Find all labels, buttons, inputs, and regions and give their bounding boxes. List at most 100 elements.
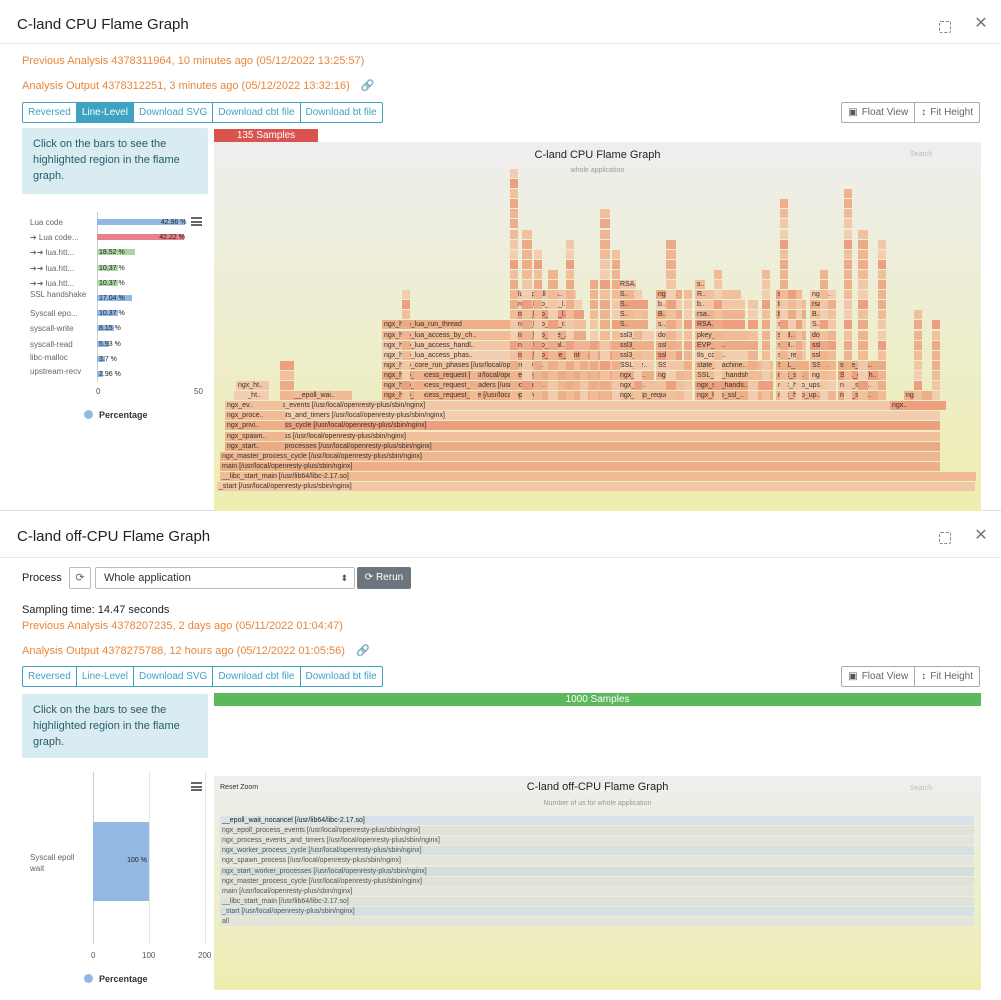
flame-frame[interactable] [666, 391, 676, 401]
flame-frame[interactable] [780, 370, 788, 380]
flame-frame[interactable] [522, 239, 532, 249]
flame-frame[interactable] [566, 239, 574, 249]
flame-frame[interactable]: ngx.. [890, 401, 946, 411]
flame-frame[interactable] [844, 360, 852, 370]
flame-frame[interactable] [762, 350, 770, 360]
flame-frame[interactable] [612, 370, 620, 380]
flame-frame[interactable]: ngx_ht.. [234, 391, 269, 401]
flame-frame[interactable] [402, 310, 410, 320]
flame-frame[interactable] [600, 300, 610, 310]
flame-frame[interactable] [878, 320, 886, 330]
flame-frame[interactable] [666, 340, 676, 350]
flame-frame[interactable] [590, 370, 598, 380]
flame-frame[interactable]: ngx_spawn_process [/usr/local/openresty-… [220, 856, 974, 866]
bar[interactable] [97, 234, 184, 241]
flame-frame[interactable] [470, 381, 478, 390]
flame-frame[interactable]: S.. [618, 310, 648, 320]
link-icon[interactable]: 🔗 [355, 645, 370, 657]
bar[interactable] [97, 340, 110, 347]
flame-frame[interactable] [566, 269, 574, 279]
flame-frame[interactable] [522, 269, 532, 279]
flame-frame[interactable] [402, 330, 410, 340]
flame-frame[interactable] [522, 310, 532, 320]
flame-frame[interactable] [844, 259, 852, 269]
flame-frame[interactable] [878, 350, 886, 360]
flame-frame[interactable] [844, 391, 852, 401]
flame-frame[interactable] [522, 370, 532, 380]
flame-frame[interactable] [844, 381, 852, 390]
flame-frame[interactable] [858, 239, 868, 249]
flame-frame[interactable] [684, 350, 692, 360]
cpu-flame-graph[interactable]: C-land CPU Flame Graph whole application… [214, 142, 981, 511]
flame-frame[interactable] [684, 290, 692, 300]
flame-frame[interactable] [878, 290, 886, 300]
flame-frame[interactable] [580, 391, 588, 401]
flame-frame[interactable] [510, 189, 518, 199]
flame-frame[interactable] [714, 360, 722, 370]
flame-frame[interactable] [748, 300, 758, 310]
flame-frame[interactable]: ngx_http_lua_access_handl.. [382, 340, 514, 350]
flame-frame[interactable] [820, 370, 828, 380]
flame-frame[interactable] [590, 381, 598, 390]
flame-frame[interactable]: ngx_worker_process_cycle [/usr/local/ope… [225, 421, 940, 431]
flame-frame[interactable] [534, 269, 542, 279]
flame-frame[interactable]: ngx_http_core_run_phases [/usr/local/ope… [382, 360, 615, 370]
flame-frame[interactable] [780, 391, 788, 401]
flame-frame[interactable] [748, 350, 758, 360]
float-view-button[interactable]: ▣ Float View [841, 102, 916, 123]
flame-frame[interactable] [590, 320, 598, 330]
flame-frame[interactable] [510, 229, 518, 239]
flame-frame[interactable] [612, 269, 620, 279]
bar[interactable] [93, 822, 149, 901]
flame-frame[interactable]: S.. [618, 300, 648, 310]
flame-frame[interactable] [534, 259, 542, 269]
flame-frame[interactable] [414, 381, 424, 390]
flame-frame[interactable] [714, 391, 722, 401]
flame-frame[interactable] [470, 391, 478, 401]
download-cbt-button[interactable]: Download cbt file [212, 102, 301, 123]
flame-frame[interactable] [534, 310, 542, 320]
flame-frame[interactable] [748, 340, 758, 350]
flame-frame[interactable] [666, 330, 676, 340]
flame-frame[interactable] [402, 340, 410, 350]
flame-frame[interactable]: ngx_proce.. [225, 411, 285, 421]
previous-analysis-link[interactable]: Previous Analysis 4378207235, 2 days ago… [22, 620, 343, 632]
flame-frame[interactable] [566, 290, 574, 300]
flame-frame[interactable] [534, 360, 542, 370]
flame-frame[interactable] [534, 391, 542, 401]
flame-frame[interactable] [844, 249, 852, 259]
flame-frame[interactable] [780, 229, 788, 239]
bar[interactable] [97, 219, 186, 225]
expand-icon[interactable] [939, 532, 951, 544]
flame-frame[interactable]: __libc_start_main [/usr/lib64/libc-2.17.… [220, 471, 976, 481]
flame-frame[interactable] [590, 280, 598, 289]
flame-frame[interactable] [634, 360, 642, 370]
flame-frame[interactable] [714, 310, 722, 320]
flame-frame[interactable] [522, 249, 532, 259]
flame-frame[interactable] [780, 280, 788, 289]
flame-frame[interactable] [820, 360, 828, 370]
download-svg-button[interactable]: Download SVG [132, 102, 214, 123]
flame-frame[interactable] [844, 280, 852, 289]
flame-frame[interactable] [796, 340, 802, 350]
flame-frame[interactable] [414, 370, 424, 380]
flame-frame[interactable] [762, 360, 770, 370]
bar[interactable] [97, 249, 136, 256]
flame-frame[interactable] [780, 209, 788, 219]
flame-frame[interactable]: ngx_ss.. [776, 370, 809, 380]
flame-frame[interactable] [566, 330, 574, 340]
flame-frame[interactable] [762, 269, 770, 279]
flame-frame[interactable] [780, 381, 788, 390]
flame-frame[interactable] [566, 370, 574, 380]
flame-frame[interactable]: ngx_master_process_cycle [/usr/local/ope… [220, 876, 974, 886]
flame-frame[interactable] [932, 370, 940, 380]
flame-frame[interactable] [280, 381, 294, 390]
flame-frame[interactable] [510, 269, 518, 279]
flame-frame[interactable] [932, 320, 940, 330]
flame-frame[interactable] [878, 381, 886, 390]
flame-frame[interactable] [932, 350, 940, 360]
flame-frame[interactable] [666, 320, 676, 330]
flame-frame[interactable] [666, 350, 676, 360]
offcpu-chart-legend[interactable]: Percentage [84, 974, 148, 984]
flame-frame[interactable] [548, 290, 558, 300]
